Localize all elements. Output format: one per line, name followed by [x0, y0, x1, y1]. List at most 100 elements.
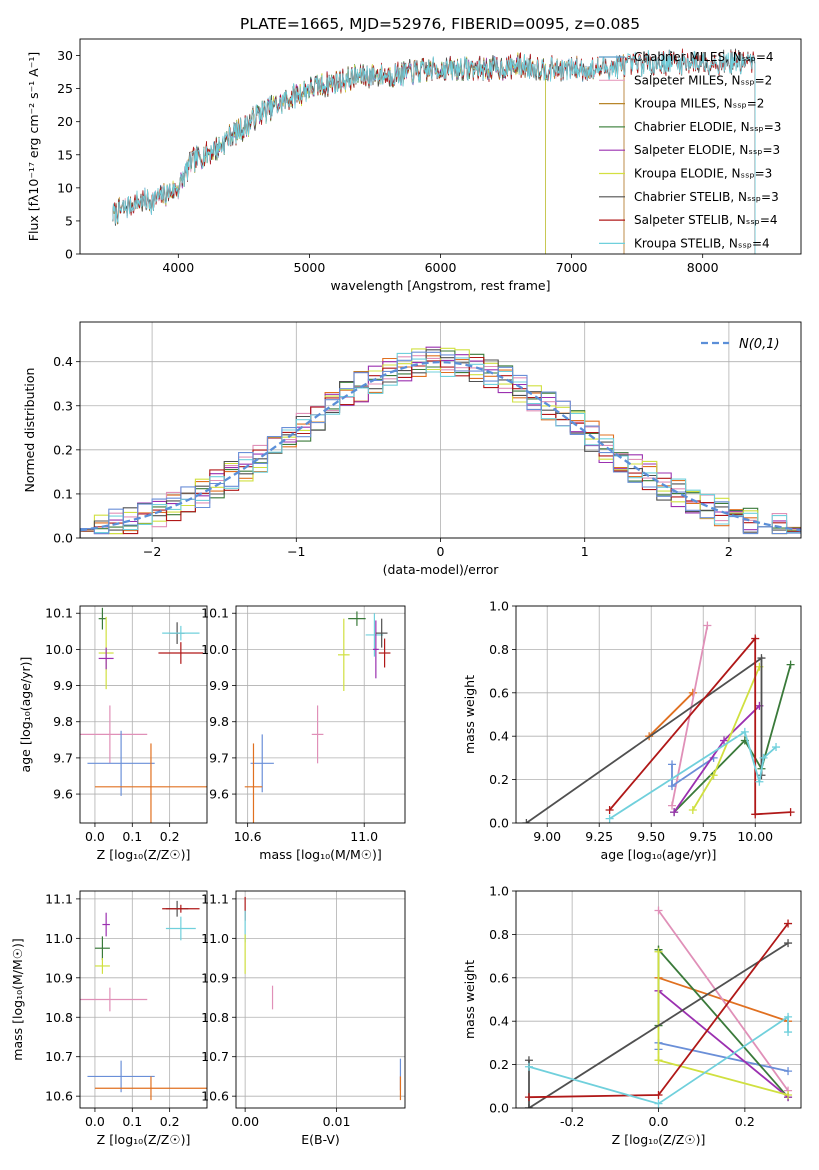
error-bar-point [162, 625, 200, 641]
x-axis-label: (data-model)/error [383, 562, 500, 577]
weight-series [654, 986, 793, 1102]
error-bar-point [311, 705, 324, 764]
plus-marker [668, 760, 677, 769]
y-tick-label: 11.1 [45, 891, 73, 906]
spectrum-line [164, 53, 546, 254]
x-tick-label: 7000 [556, 260, 588, 275]
weight-series [605, 634, 795, 819]
y-tick-label: 10.6 [45, 1089, 73, 1104]
y-tick-label: 10.1 [45, 606, 73, 621]
plus-marker [522, 819, 531, 823]
x-tick-label: 0.00 [231, 1114, 259, 1129]
error-bar-point [378, 638, 391, 668]
weight-series [522, 654, 766, 823]
x-tick-label: 5000 [294, 260, 326, 275]
legend-entry: Salpeter STELIB, Nₛₛₚ=4 [634, 213, 778, 227]
x-axis-label: mass [log₁₀(M/M☉)] [259, 847, 381, 862]
weight-series [670, 701, 764, 817]
weight-line [648, 692, 694, 737]
y-axis-label: mass weight [462, 675, 477, 754]
weight-series [645, 688, 697, 741]
weight-series [654, 947, 663, 1065]
plus-marker [784, 1012, 793, 1021]
error-bar-point [372, 620, 379, 679]
x-tick-label: 4000 [162, 260, 194, 275]
y-tick-label: 30 [57, 48, 73, 63]
y-tick-label: 0.4 [489, 1014, 509, 1029]
x-tick-label: 10.00 [737, 829, 773, 844]
legend-entry: Chabrier MILES, Nₛₛₚ=4 [634, 50, 774, 64]
axes-frame [79, 38, 802, 255]
y-tick-label: 11.0 [45, 931, 73, 946]
axes-frame [235, 605, 406, 824]
error-bar-point [244, 743, 263, 823]
legend: N(0,1) [701, 337, 780, 352]
plus-marker [720, 736, 729, 745]
y-tick-label: 10.0 [45, 642, 73, 657]
spectrum-line [164, 54, 546, 254]
plus-marker [759, 753, 768, 762]
x-tick-label: 11.0 [350, 829, 378, 844]
x-axis-label: Z [log₁₀(Z/Z☉)] [97, 847, 191, 862]
y-tick-label: 10.8 [201, 1010, 229, 1025]
weight-vs-age-chart: 9.00 9.25 9.50 9.75 10.00 0.0 0.2 0.4 0.6 0.8 1.0 a… [462, 599, 802, 862]
plus-marker [605, 814, 614, 823]
y-tick-label: 20 [57, 114, 73, 129]
plus-marker [654, 1090, 663, 1099]
plus-marker [784, 939, 793, 948]
plus-marker [524, 1062, 533, 1071]
y-tick-label: 9.8 [209, 714, 229, 729]
legend-entry: Chabrier STELIB, Nₛₛₚ=3 [634, 190, 779, 204]
plus-marker [654, 906, 663, 915]
y-tick-label: 25 [57, 81, 73, 96]
legend-entry: Salpeter ELODIE, Nₛₛₚ=3 [634, 143, 780, 157]
plus-marker [524, 1093, 533, 1102]
y-tick-label: 0.6 [489, 970, 509, 985]
plus-marker [784, 1067, 793, 1076]
y-tick-label: 0.0 [53, 531, 73, 546]
weight-line [528, 1015, 789, 1105]
plus-marker [654, 1056, 663, 1065]
error-bar-point [94, 743, 207, 823]
y-tick-label: 11.1 [201, 891, 229, 906]
y-tick-label: 10.1 [201, 606, 229, 621]
legend-entry: N(0,1) [739, 337, 780, 352]
y-tick-label: 10.6 [201, 1089, 229, 1104]
x-tick-label: 0.2 [160, 1114, 180, 1129]
x-tick-label: 0.2 [735, 1114, 755, 1129]
x-tick-label: 0.0 [85, 829, 105, 844]
y-tick-label: 0.2 [53, 442, 73, 457]
y-tick-label: 0.2 [489, 1057, 509, 1072]
axes-frame [515, 890, 802, 1109]
error-bar-point [94, 1076, 207, 1101]
y-axis-label: Flux [fλ10⁻¹⁷ erg cm⁻² s⁻¹ A⁻¹] [26, 52, 41, 241]
y-tick-label: 0.0 [489, 1101, 509, 1116]
weight-line [673, 664, 792, 813]
y-tick-label: 1.0 [489, 599, 509, 614]
spectrum-line [112, 49, 756, 254]
weight-line [657, 949, 789, 1098]
error-bar-point [165, 916, 196, 941]
weight-vs-z-chart: -0.2 0.0 0.2 0.0 0.2 0.4 0.6 0.8 1.0 Z [log₁₀(Z/Z… [462, 884, 802, 1147]
y-axis-label: Normed distribution [22, 368, 37, 493]
error-bar-point [102, 912, 110, 937]
error-bar-point [94, 936, 110, 961]
weight-line [673, 705, 761, 813]
y-axis-label: mass [log₁₀(M/M☉)] [10, 938, 25, 1060]
y-tick-label: 0.4 [53, 354, 73, 369]
y-tick-label: 9.9 [209, 678, 229, 693]
plus-marker [751, 810, 760, 819]
plus-marker [751, 634, 760, 643]
y-tick-label: 0.8 [489, 927, 509, 942]
weight-series [605, 727, 781, 823]
error-bar-point [337, 618, 350, 691]
error-bar-point [80, 705, 148, 764]
mass-vs-z-chart: 0.0 0.1 0.2 10.6 10.7 10.8 10.9 11.0 11.1 Z [log₁… [10, 890, 208, 1147]
x-tick-label: 9.00 [533, 829, 561, 844]
weight-series [668, 753, 718, 791]
x-tick-label: 6000 [425, 260, 457, 275]
x-tick-label: 9.50 [637, 829, 665, 844]
error-bar-point [98, 647, 114, 670]
axes-frame [79, 890, 208, 1109]
age-vs-z-chart: 0.0 0.1 0.2 9.6 9.7 9.8 9.9 10.0 10.1 Z [log₁₀(Z/… [18, 605, 208, 862]
